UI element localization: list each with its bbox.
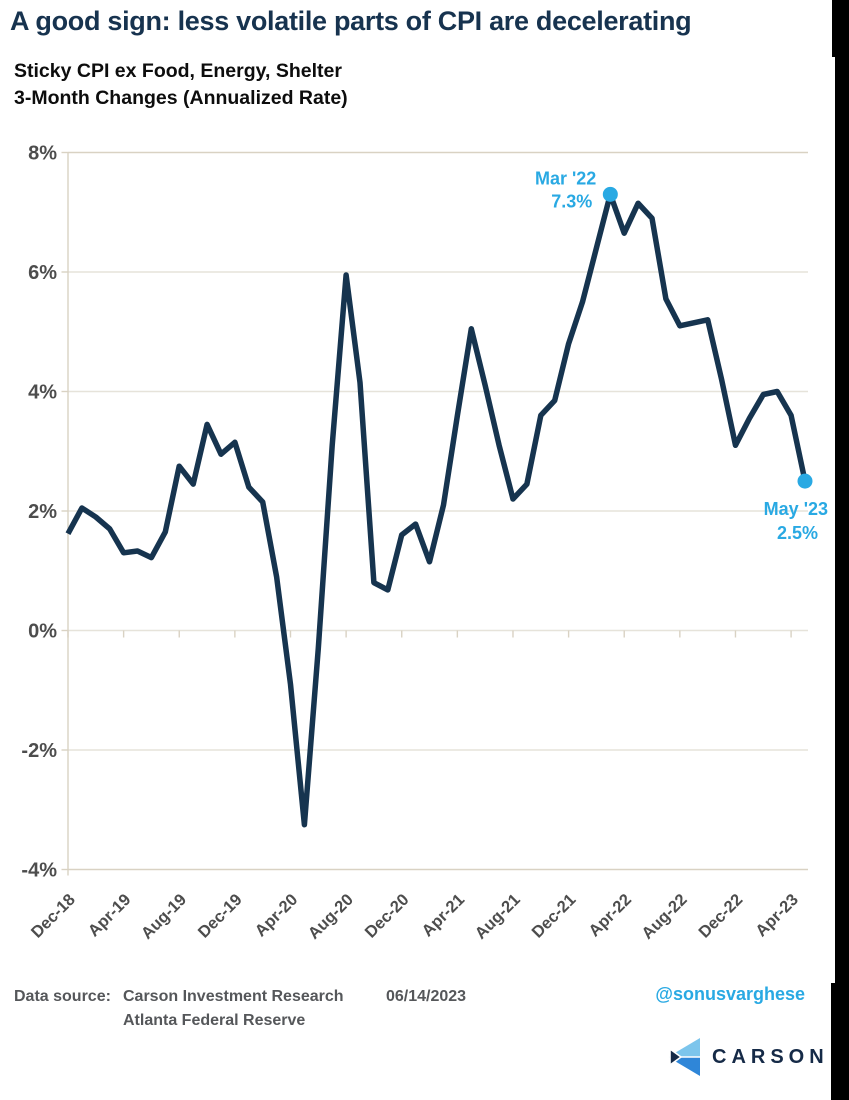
x-tick-label: Apr-21 — [419, 891, 469, 941]
annotation-label: May '23 — [764, 499, 828, 519]
line-chart: 8% 6% 4% 2% 0% -2% -4% Dec-18 Apr-19 Aug-19 Dec-19… — [0, 140, 835, 975]
chart-headline: A good sign: less volatile parts of CPI … — [10, 6, 692, 36]
carson-logo: CARSON — [666, 1034, 829, 1080]
twitter-handle: @sonusvarghese — [655, 984, 805, 1004]
y-tick-label: 4% — [28, 382, 57, 404]
x-tick-label: Aug-22 — [638, 891, 690, 943]
x-tick-label: Apr-20 — [252, 891, 302, 941]
chart-subtitle-line2: 3-Month Changes (Annualized Rate) — [14, 87, 348, 109]
data-source-line1: Carson Investment Research — [123, 988, 344, 1005]
x-tick-label: Dec-20 — [362, 891, 413, 942]
x-tick-label: Aug-21 — [472, 891, 524, 943]
x-tick-label: Dec-19 — [195, 891, 246, 942]
annotation-dot — [797, 473, 813, 489]
annotation-label: Mar '22 — [535, 168, 596, 188]
cpi-line — [65, 191, 808, 828]
x-tick-label: Dec-18 — [28, 891, 79, 942]
data-source-line2: Atlanta Federal Reserve — [123, 1012, 306, 1029]
y-tick-label: 8% — [28, 143, 57, 165]
annotation-value: 7.3% — [551, 191, 592, 211]
x-tick-label: Aug-20 — [305, 891, 357, 943]
chart-date: 06/14/2023 — [386, 988, 467, 1005]
chart-subtitle: Sticky CPI ex Food, Energy, Shelter 3-Mo… — [14, 58, 348, 112]
right-black-border-top — [832, 0, 849, 57]
y-tick-label: 2% — [28, 501, 57, 523]
y-tick-label: -4% — [21, 860, 57, 882]
chart-subtitle-line1: Sticky CPI ex Food, Energy, Shelter — [14, 60, 342, 82]
chart-canvas: 8% 6% 4% 2% 0% -2% -4% Dec-18 Apr-19 Aug-19 Dec-19… — [21, 143, 828, 943]
x-tick-label: Apr-22 — [585, 891, 635, 941]
y-tick-label: -2% — [21, 740, 57, 762]
x-tick-label: Apr-19 — [85, 891, 135, 941]
x-tick-label: Dec-21 — [528, 891, 579, 942]
carson-logo-icon — [668, 1038, 700, 1076]
y-tick-label: 0% — [28, 621, 57, 643]
x-tick-label: Apr-23 — [752, 891, 802, 941]
data-source-label: Data source: — [14, 988, 111, 1005]
x-tick-label: Aug-19 — [138, 891, 190, 943]
x-tick-label: Dec-22 — [695, 891, 746, 942]
annotation-value: 2.5% — [777, 523, 818, 543]
annotation-dot — [602, 186, 618, 202]
right-black-border — [835, 0, 849, 1100]
carson-logo-text: CARSON — [712, 1045, 829, 1068]
y-tick-label: 6% — [28, 262, 57, 284]
right-black-border-bottom — [831, 983, 849, 1100]
